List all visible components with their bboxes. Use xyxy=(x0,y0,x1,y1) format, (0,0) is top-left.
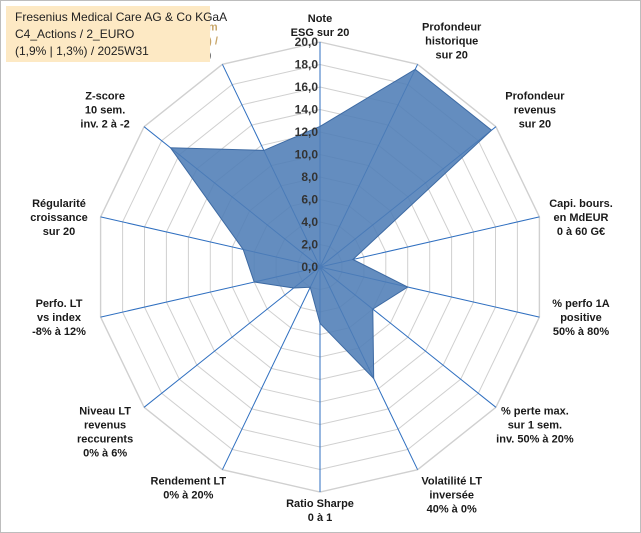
tick-label: 12,0 xyxy=(295,125,319,139)
tick-label: 10,0 xyxy=(295,148,319,162)
period-info: (1,9% | 1,3%) / 2025W31 xyxy=(15,44,149,58)
tick-label: 18,0 xyxy=(295,58,319,72)
category-path: C4_Actions / 2_EURO xyxy=(15,27,135,41)
axis-label: % perfo 1A positive 50% à 80% xyxy=(552,298,610,338)
axis-label: Z-score 10 sem. inv. 2 à -2 xyxy=(80,91,129,131)
axis-label: Rendement LT 0% à 20% xyxy=(151,476,227,502)
tick-label: 0,0 xyxy=(301,260,318,274)
axis-label: Ratio Sharpe 0 à 1 xyxy=(286,498,354,524)
axis-label: Perfo. LT vs index -8% à 12% xyxy=(32,298,86,338)
axis-label: Profondeur historique sur 20 xyxy=(422,21,482,61)
tick-label: 4,0 xyxy=(301,215,318,229)
company-name: Fresenius Medical Care AG & Co KGaA xyxy=(15,10,228,24)
tick-label: 14,0 xyxy=(295,103,319,117)
radial-tick-labels: 0,0 2,0 4,0 6,0 8,0 10,0 12,0 14,0 16,0 18,0 20,0 xyxy=(295,35,319,274)
title-box: Fresenius Medical Care AG & Co KGaA C4_A… xyxy=(6,6,227,62)
axis-label: Régularité croissance sur 20 xyxy=(30,198,87,238)
radar-spoke xyxy=(319,216,540,268)
axis-label: Niveau LT revenus reccurents 0% à 6% xyxy=(77,405,133,459)
tick-label: 2,0 xyxy=(301,238,318,252)
radar-series xyxy=(169,68,493,380)
tick-label: 20,0 xyxy=(295,35,319,49)
axis-label: Volatilité LT inversée 40% à 0% xyxy=(421,476,482,516)
axis-label: Note ESG sur 20 xyxy=(291,13,350,39)
radar-spoke xyxy=(143,266,321,408)
radar-spoke xyxy=(221,266,321,470)
axis-label: Capi. bours. en MdEUR 0 à 60 G€ xyxy=(549,198,613,238)
axis-label: Profondeur revenus sur 20 xyxy=(505,91,565,131)
tick-label: 16,0 xyxy=(295,80,319,94)
tick-label: 8,0 xyxy=(301,170,318,184)
axis-label: % perte max. sur 1 sem. inv. 50% à 20% xyxy=(496,405,574,445)
tick-label: 6,0 xyxy=(301,193,318,207)
